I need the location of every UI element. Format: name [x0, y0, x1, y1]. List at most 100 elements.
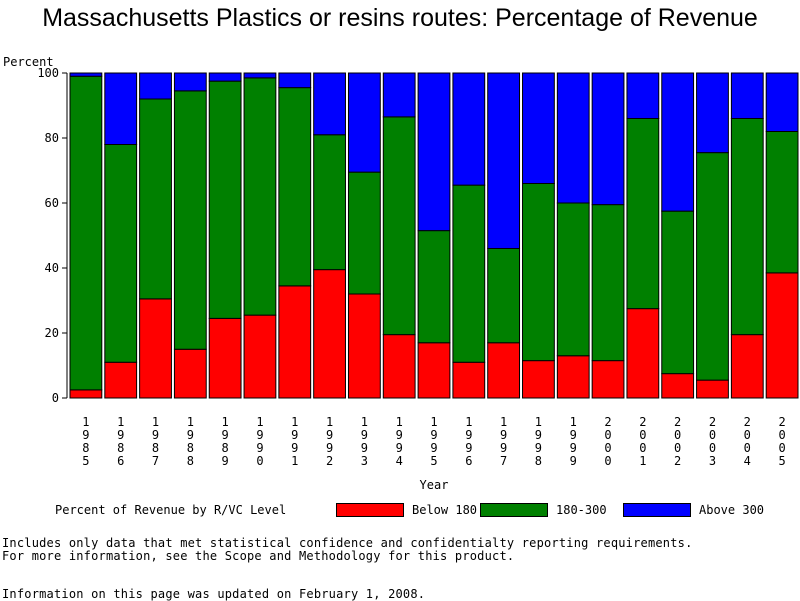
bar-segment-1989-2 [208, 72, 242, 82]
bar-segment-1987-0 [139, 298, 172, 399]
bar-segment-1992-2 [313, 72, 346, 136]
bar-segment-1991-1 [278, 87, 312, 287]
bar-segment-2005-0 [765, 272, 799, 399]
bar-segment-1992-0 [313, 269, 346, 399]
bar-segment-1991-0 [278, 285, 312, 399]
bar-segment-1990-0 [243, 314, 277, 399]
legend-label-180-300: 180-300 [556, 503, 607, 517]
x-axis-label: Year [420, 478, 449, 492]
bar-segment-1985-2 [69, 72, 103, 77]
bar-segment-2004-1 [730, 118, 764, 336]
y-axis: 0 20 40 60 80 100 [37, 66, 68, 405]
legend-swatch-180-300 [480, 503, 548, 517]
bar-segment-1993-1 [347, 171, 381, 295]
note-updated: Information on this page was updated on … [2, 587, 426, 601]
bar-segment-2003-0 [696, 379, 729, 399]
bar-segment-1986-0 [104, 361, 138, 399]
bar-segment-2004-0 [730, 334, 764, 399]
bar-segment-1989-0 [208, 317, 242, 399]
bar-segment-2005-1 [765, 131, 799, 274]
legend-title: Percent of Revenue by R/VC Level [55, 503, 287, 517]
bar-segment-2005-2 [765, 72, 799, 132]
y-tick-label: 80 [45, 131, 59, 145]
x-tick-labels: 1 9 8 5 1 9 8 6 1 9 8 7 1 9 8 8 1 9 8 9 1 9 9 0 1 9 9 1 1 9 9 2 1 9 9 3 1 9 9 4… [82, 415, 785, 468]
bar-segment-1999-0 [556, 355, 590, 399]
y-tick-label: 60 [45, 196, 59, 210]
legend: Percent of Revenue by R/VC Level Below 1… [0, 502, 800, 520]
bar-segment-1996-0 [452, 361, 486, 399]
bar-segment-1991-2 [278, 72, 312, 89]
bar-segment-1993-0 [347, 293, 381, 399]
bar-segment-2004-2 [730, 72, 764, 119]
y-tick-label: 40 [45, 261, 59, 275]
y-axis-label: Percent [3, 55, 54, 69]
bars-group [69, 72, 799, 399]
bar-segment-1985-0 [69, 389, 103, 399]
bar-segment-1986-2 [104, 72, 138, 145]
note-confidence: Includes only data that met statistical … [2, 536, 693, 550]
legend-label-above-300: Above 300 [699, 503, 765, 517]
bar-segment-1998-2 [522, 72, 555, 184]
bar-segment-1988-0 [173, 348, 207, 399]
bar-segment-1996-1 [452, 184, 486, 363]
y-tick-label: 20 [45, 326, 59, 340]
bar-segment-1995-0 [417, 342, 451, 399]
legend-swatch-above-300 [623, 503, 691, 517]
bar-segment-1985-1 [69, 75, 103, 391]
bar-segment-2001-2 [626, 72, 660, 119]
bar-segment-1997-0 [487, 342, 521, 399]
bar-segment-1988-1 [173, 90, 207, 350]
bar-segment-2000-1 [591, 204, 625, 362]
bar-segment-1986-1 [104, 144, 138, 363]
bar-segment-1993-2 [347, 72, 381, 173]
bar-segment-1997-2 [487, 72, 521, 249]
bar-segment-1998-0 [522, 360, 555, 399]
bar-segment-2001-1 [626, 118, 660, 310]
bar-segment-1988-2 [173, 72, 207, 92]
bar-segment-2002-0 [661, 373, 695, 399]
bar-segment-2000-0 [591, 360, 625, 399]
note-scope: For more information, see the Scope and … [2, 549, 515, 563]
bar-segment-1999-2 [556, 72, 590, 204]
bar-segment-1990-1 [243, 77, 277, 316]
y-tick-label: 0 [52, 391, 59, 405]
bar-segment-1994-1 [382, 116, 416, 336]
bar-segment-1994-2 [382, 72, 416, 118]
bar-segment-1995-1 [417, 230, 451, 344]
bar-segment-2000-2 [591, 72, 625, 206]
bar-segment-1987-2 [139, 72, 172, 100]
bar-segment-1995-2 [417, 72, 451, 232]
bar-segment-2003-1 [696, 152, 729, 381]
bar-segment-1987-1 [139, 98, 172, 300]
bar-segment-2001-0 [626, 308, 660, 399]
y-tick-label: 100 [37, 66, 59, 80]
bar-segment-1999-1 [556, 202, 590, 357]
bar-segment-1990-2 [243, 72, 277, 79]
bar-segment-2003-2 [696, 72, 729, 154]
legend-swatch-below-180 [336, 503, 404, 517]
bar-segment-1997-1 [487, 248, 521, 344]
bar-segment-1989-1 [208, 80, 242, 319]
chart-title: Massachusetts Plastics or resins routes:… [42, 4, 758, 32]
bar-segment-1996-2 [452, 72, 486, 186]
